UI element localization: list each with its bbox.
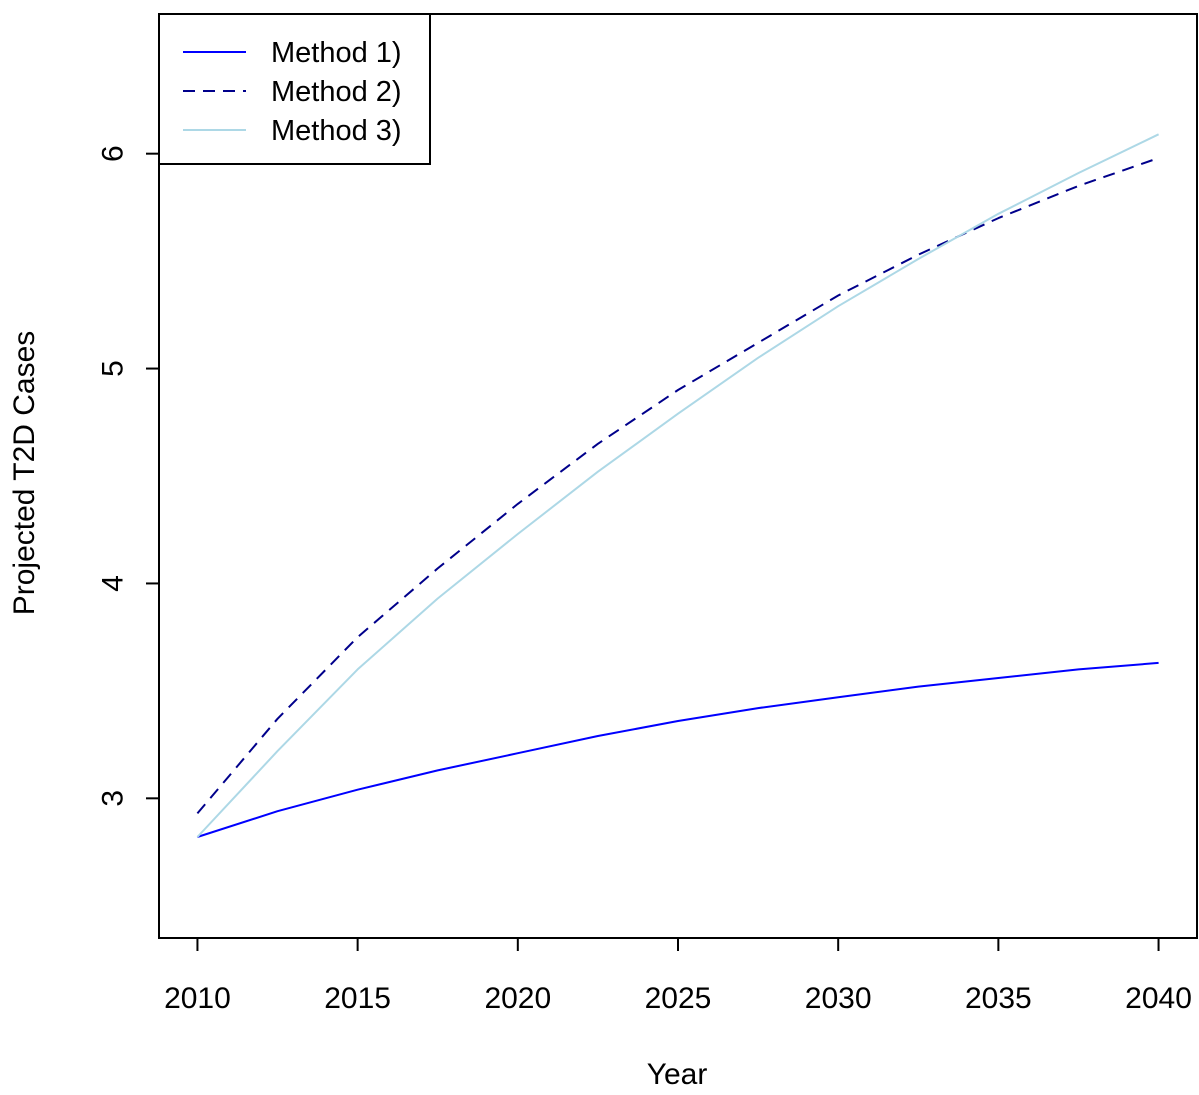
series-line-1 bbox=[197, 661, 1159, 838]
x-tick-label-2015: 2015 bbox=[324, 982, 391, 1015]
legend-label-2: Method 2) bbox=[271, 76, 402, 108]
y-tick-label-3: 3 bbox=[97, 790, 130, 807]
y-axis-label: Projected T2D Cases bbox=[8, 331, 41, 616]
legend: Method 1) Method 2) Method 3) bbox=[158, 13, 431, 165]
series-layer bbox=[196, 133, 1160, 838]
x-tick-label-2040: 2040 bbox=[1125, 982, 1192, 1015]
x-tick-label-2035: 2035 bbox=[965, 982, 1032, 1015]
legend-label-3: Method 3) bbox=[271, 115, 402, 147]
y-tick-label-5: 5 bbox=[97, 360, 130, 377]
x-tick-label-2025: 2025 bbox=[645, 982, 712, 1015]
x-tick-label-2030: 2030 bbox=[805, 982, 872, 1015]
x-tick-label-2010: 2010 bbox=[164, 982, 231, 1015]
y-tick-label-6: 6 bbox=[97, 145, 130, 162]
series-line-2 bbox=[196, 157, 1159, 815]
x-axis-label: Year bbox=[647, 1058, 708, 1090]
x-tick-label-2020: 2020 bbox=[484, 982, 551, 1015]
legend-box bbox=[158, 13, 431, 165]
x-axis: 2010 2015 2020 2025 2030 2035 2040 bbox=[164, 937, 1192, 1015]
legend-items: Method 1) Method 2) Method 3) bbox=[183, 37, 402, 147]
series-line-3 bbox=[196, 133, 1160, 838]
y-tick-label-4: 4 bbox=[97, 575, 130, 592]
y-axis: 3 4 5 6 bbox=[97, 145, 160, 807]
legend-label-1: Method 1) bbox=[271, 37, 402, 69]
